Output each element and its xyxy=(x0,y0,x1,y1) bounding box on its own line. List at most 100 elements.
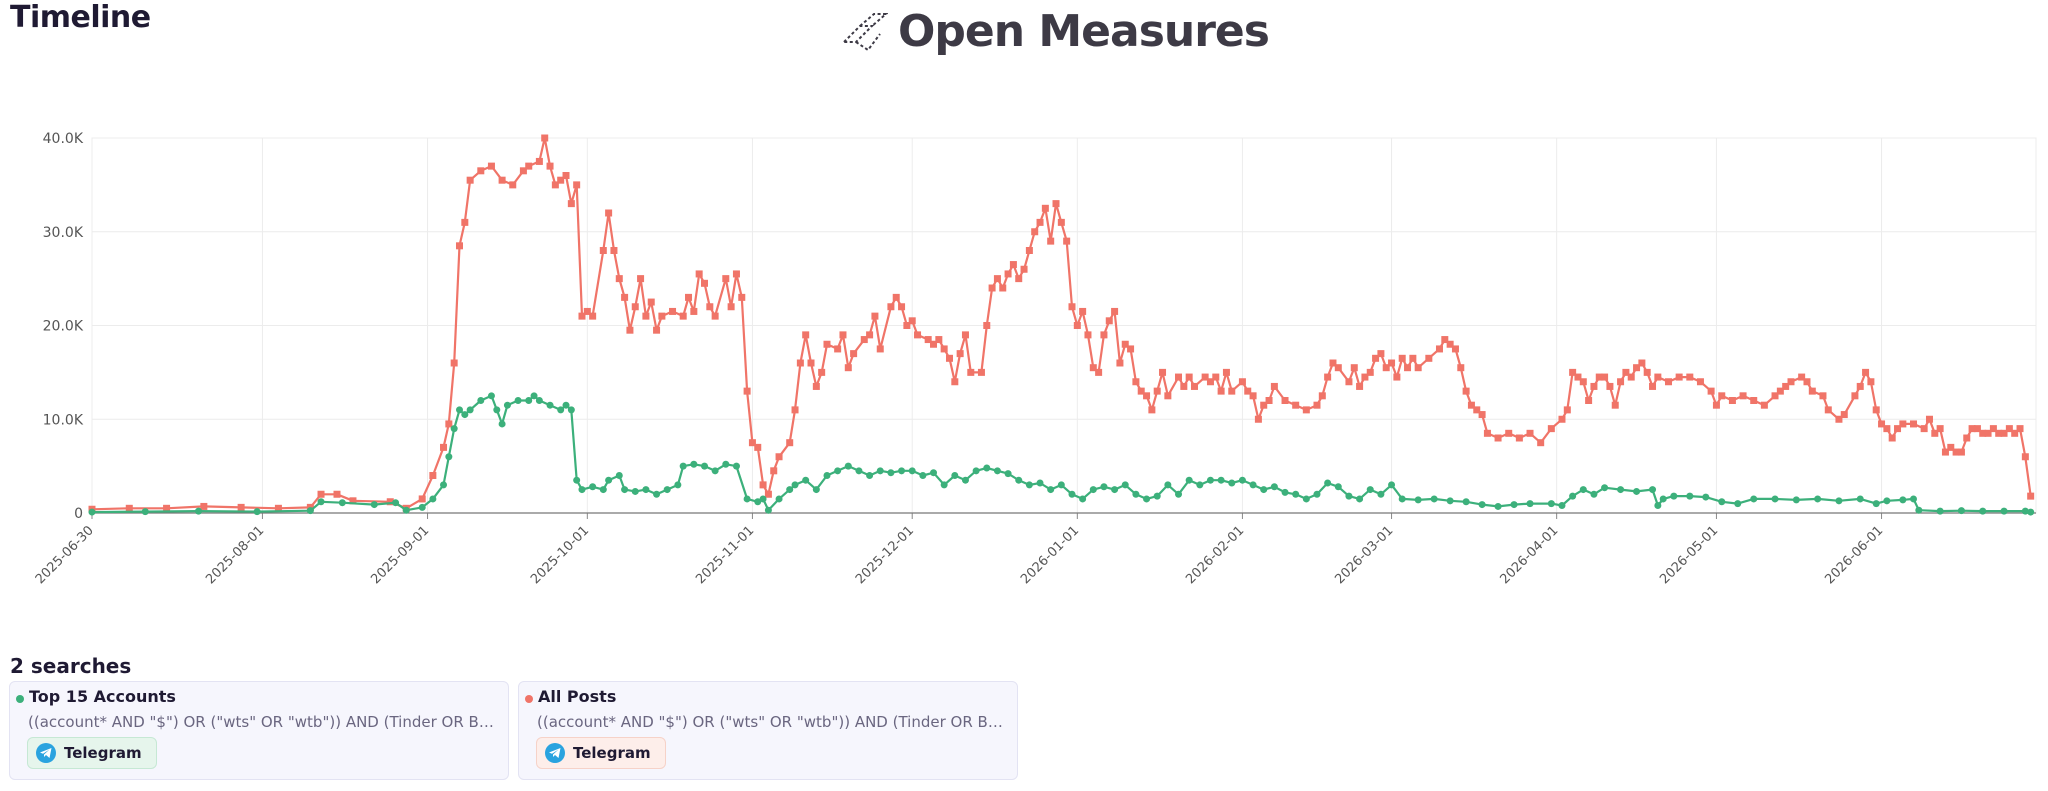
data-point xyxy=(1856,382,1864,390)
platform-badge[interactable]: Telegram xyxy=(536,737,666,769)
data-point xyxy=(1015,275,1023,283)
data-point xyxy=(1366,368,1374,376)
data-point xyxy=(1079,495,1087,503)
data-point xyxy=(1590,382,1598,390)
data-point xyxy=(440,481,448,489)
x-tick-label: 2025-09-01 xyxy=(368,523,432,587)
data-point xyxy=(514,397,522,404)
data-point xyxy=(525,162,533,170)
data-point xyxy=(1143,392,1151,400)
data-point xyxy=(908,317,916,325)
data-point xyxy=(125,504,133,512)
data-point xyxy=(1089,364,1097,372)
data-point xyxy=(1867,378,1875,386)
data-point xyxy=(759,495,767,503)
data-point xyxy=(658,312,666,320)
data-point xyxy=(1073,322,1081,329)
data-point xyxy=(519,167,527,175)
data-point xyxy=(1068,490,1076,498)
search-query: ((account* AND "$") OR ("wts" OR "wtb"))… xyxy=(537,713,1007,731)
data-point xyxy=(498,420,506,428)
data-point xyxy=(2016,425,2024,433)
data-point xyxy=(621,293,629,301)
data-point xyxy=(935,336,943,344)
data-point xyxy=(1095,368,1103,376)
data-point xyxy=(615,472,623,479)
data-point xyxy=(727,303,735,311)
data-point xyxy=(1750,397,1758,404)
data-point xyxy=(573,181,581,189)
data-point xyxy=(1372,354,1380,362)
data-point xyxy=(1270,382,1278,390)
data-point xyxy=(732,462,740,470)
data-point xyxy=(599,486,607,494)
x-tick-label: 2025-08-01 xyxy=(203,523,267,587)
data-point xyxy=(1318,392,1326,400)
data-point xyxy=(1217,476,1225,484)
data-point xyxy=(562,172,570,179)
data-point xyxy=(1132,490,1140,498)
data-point xyxy=(1201,373,1209,381)
data-point xyxy=(1734,500,1742,508)
data-point xyxy=(1718,392,1726,400)
data-point xyxy=(1979,429,1987,437)
data-point xyxy=(1356,495,1364,503)
data-point xyxy=(461,218,469,226)
data-point xyxy=(621,486,629,494)
data-point xyxy=(876,345,884,353)
data-point xyxy=(924,336,932,344)
data-point xyxy=(1238,476,1246,484)
data-point xyxy=(2027,508,2035,516)
data-point xyxy=(988,284,996,292)
series-line-top-15-accounts xyxy=(91,394,2031,514)
data-point xyxy=(887,303,895,311)
data-point xyxy=(2021,453,2029,461)
data-point xyxy=(1270,483,1278,491)
data-point xyxy=(1462,498,1470,506)
brand-header[interactable]: Open Measures xyxy=(840,6,1270,57)
timeline-chart[interactable]: 0 10.0K 20.0K 30.0K 40.0K 2025-06-30 2025-08-0… xyxy=(0,0,2048,650)
data-point xyxy=(945,354,953,362)
data-point xyxy=(589,312,597,320)
data-point xyxy=(1206,476,1214,484)
data-point xyxy=(503,401,511,409)
data-point xyxy=(1249,392,1257,400)
data-point xyxy=(1111,486,1119,494)
series-color-dot xyxy=(525,694,533,703)
data-point xyxy=(1627,373,1635,381)
data-point xyxy=(1212,373,1220,381)
data-point xyxy=(1206,378,1214,386)
data-point xyxy=(1814,495,1822,503)
platform-badge[interactable]: Telegram xyxy=(27,737,157,769)
data-point xyxy=(1638,359,1646,367)
data-point xyxy=(1633,487,1641,495)
brand-name: Open Measures xyxy=(898,6,1270,57)
data-point xyxy=(1702,493,1710,501)
search-card-top-15-accounts[interactable]: Top 15 Accounts ((account* AND "$") OR (… xyxy=(9,681,509,780)
data-point xyxy=(1617,378,1625,386)
data-point xyxy=(1121,340,1129,348)
data-point xyxy=(306,507,314,515)
data-point xyxy=(578,312,586,320)
data-point xyxy=(274,504,282,512)
data-point xyxy=(1137,387,1145,395)
data-point xyxy=(1824,406,1832,414)
data-point xyxy=(1878,420,1886,428)
data-point xyxy=(392,499,400,507)
data-point xyxy=(450,425,458,433)
data-point xyxy=(700,279,708,287)
data-point xyxy=(88,508,96,516)
data-point xyxy=(1483,429,1491,437)
data-point xyxy=(1462,387,1470,395)
data-point xyxy=(823,472,831,479)
data-point xyxy=(1100,483,1108,491)
data-point xyxy=(1164,392,1172,400)
data-point xyxy=(669,307,677,315)
data-point xyxy=(195,507,203,515)
data-point xyxy=(1957,507,1965,515)
data-point xyxy=(1670,492,1678,500)
data-point xyxy=(487,392,495,400)
data-point xyxy=(461,411,469,419)
search-card-all-posts[interactable]: All Posts ((account* AND "$") OR ("wts" … xyxy=(518,681,1018,780)
data-point xyxy=(1478,501,1486,509)
